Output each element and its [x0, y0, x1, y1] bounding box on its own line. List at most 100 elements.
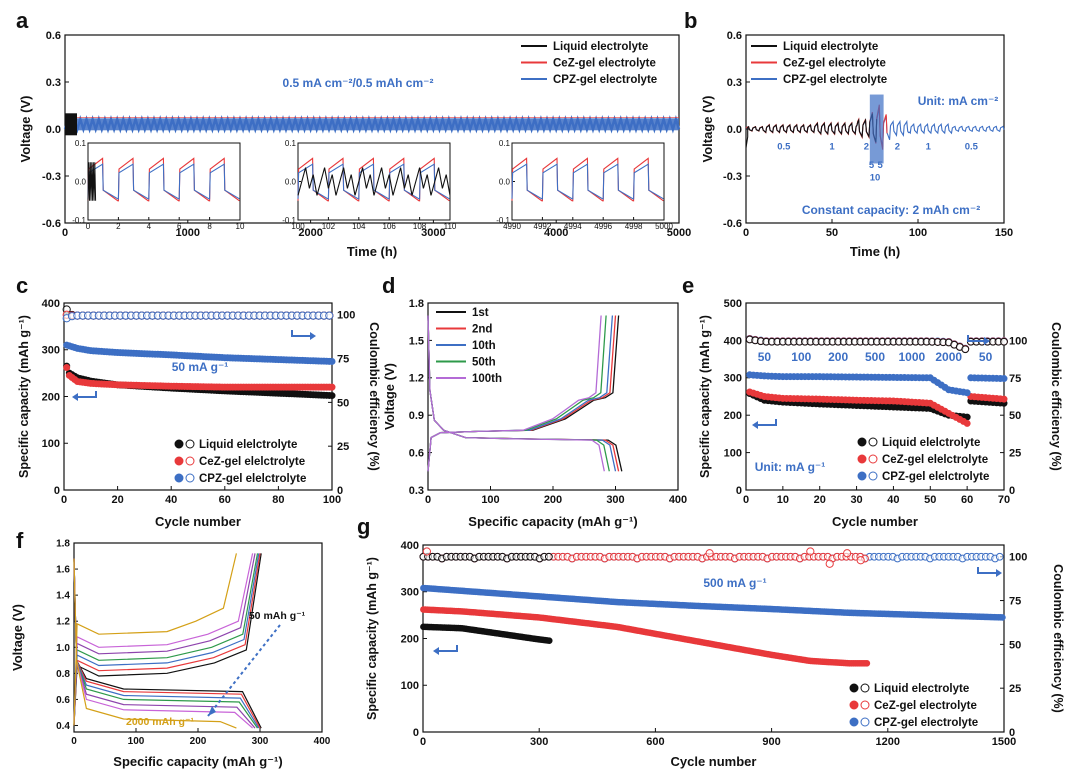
y-tick-label: 300 [401, 587, 419, 599]
capacity-point [1000, 395, 1008, 403]
legend-label: 100th [472, 373, 502, 385]
x-tick-label: 0 [71, 736, 77, 747]
x-tick-label: 3000 [421, 227, 445, 239]
inset-x-tick-label: 10 [236, 222, 245, 231]
discharge-curve [427, 315, 623, 472]
capacity-point [963, 419, 971, 427]
x-tick-label: 60 [219, 494, 231, 506]
legend-label: CPZ-gel electrolyte [874, 717, 978, 729]
discharge-curve [73, 558, 258, 729]
capacity-point [1000, 375, 1008, 383]
x-tick-label: 100 [128, 736, 145, 747]
legend-label: Liquid electrolyte [874, 683, 969, 695]
y-axis-title: Voltage (V) [382, 363, 397, 430]
axes-d: 0 100 200 300 400 0.3 0.6 0.9 1.2 1.5 1.8 [409, 298, 687, 506]
rate-label: 1000 [899, 350, 926, 364]
y-tick-label: 1.4 [56, 591, 70, 602]
y2-tick-label: 50 [1009, 639, 1021, 651]
x-tick-label: 400 [314, 736, 331, 747]
x-tick-label: 100 [481, 494, 499, 506]
y-tick-label: 100 [401, 680, 419, 692]
x-tick-label: 400 [669, 494, 687, 506]
x-tick-label: 70 [998, 494, 1010, 506]
efficiency-outlier [806, 547, 815, 556]
y-tick-label: 0.3 [727, 77, 742, 89]
legend-marker-open [185, 439, 195, 449]
y2-tick-label: 100 [1009, 552, 1027, 564]
inset-series-CPZ [511, 163, 664, 200]
y2-tick-label: 50 [337, 397, 349, 409]
x-tick-label: 150 [995, 227, 1013, 239]
legend-label: Liquid electrolyte [783, 41, 878, 53]
capacity-point [63, 364, 71, 372]
legend-marker-open [868, 437, 878, 447]
x-tick-label: 50 [924, 494, 936, 506]
y2-tick-label: 100 [1009, 335, 1027, 347]
inset-x-tick-label: 108 [413, 222, 427, 231]
legend-marker-filled [849, 717, 859, 727]
inset-x-tick-label: 6 [177, 222, 182, 231]
axis-arrow-head [984, 337, 990, 345]
charge-curve [73, 553, 237, 726]
axis-arrow [78, 391, 97, 398]
inset-x-tick-label: 2 [116, 222, 121, 231]
y-tick-label: 500 [724, 298, 742, 310]
y-tick-label: 200 [42, 391, 60, 403]
x-tick-label: 0 [743, 494, 749, 506]
series-line-Liquid [65, 113, 77, 136]
panel-letter-b: b [684, 8, 697, 33]
rate-arrow [207, 624, 281, 717]
y-tick-label: 0.0 [46, 124, 61, 136]
y-tick-label: 1.2 [409, 373, 424, 385]
x-axis-title: Cycle number [832, 514, 918, 529]
charge-curve [427, 315, 614, 472]
y-tick-label: -0.6 [723, 218, 742, 230]
discharge-curve [73, 558, 261, 729]
legend-marker-open [868, 471, 878, 481]
inset-x-tick-label: 4990 [503, 222, 521, 231]
inset-y-tick-label: 0.0 [499, 178, 511, 187]
current-annotation: 0.5 mA cm⁻²/0.5 mAh cm⁻² [283, 76, 434, 90]
y-axis-title: Voltage (V) [700, 96, 715, 163]
charge-curve [73, 553, 261, 726]
panel-letter-d: d [382, 273, 395, 298]
axes-f: 0 100 200 300 400 0.4 0.6 0.8 1.0 1.2 1.4 1.6 1.8 [56, 539, 331, 748]
inset-y-tick-label: 0.1 [499, 139, 511, 148]
x-tick-label: 0 [62, 227, 68, 239]
y-axis-title: Voltage (V) [10, 604, 25, 671]
y2-tick-label: 75 [1009, 596, 1021, 608]
y-tick-label: 0 [54, 485, 60, 497]
rate-arrow-head [208, 706, 216, 716]
x-tick-label: 40 [165, 494, 177, 506]
efficiency-point [1000, 337, 1008, 346]
panel-letter-g: g [357, 514, 370, 539]
inset-y-tick-label: -0.1 [282, 216, 296, 225]
x-tick-label: 2000 [298, 227, 322, 239]
y-tick-label: 0.6 [56, 695, 70, 706]
x-tick-label: 300 [252, 736, 269, 747]
inset-series-Liquid [297, 167, 451, 196]
x-tick-label: 80 [272, 494, 284, 506]
y2-axis-title: Coulombic efficiency (%) [1049, 322, 1063, 471]
y2-axis-title: Coulombic efficiency (%) [367, 322, 381, 471]
y-tick-label: 0.6 [409, 447, 424, 459]
y-tick-label: 0.6 [727, 30, 742, 42]
y-tick-label: 0.0 [727, 124, 742, 136]
y-tick-label: 1.6 [56, 565, 70, 576]
legend-label: Liquid electrolyte [553, 41, 648, 53]
y-axis-title: Specific capacity (mAh g⁻¹) [698, 315, 712, 478]
inset-x-tick-label: 4994 [564, 222, 582, 231]
x-tick-label: 1500 [992, 736, 1016, 748]
capacity-point [328, 357, 336, 365]
axes-a: 0 1000 2000 3000 4000 5000-0.6-0.30.00.30.6 [42, 30, 691, 239]
rate-label: 2 [895, 141, 900, 152]
inset-x-tick-label: 0 [86, 222, 91, 231]
inset-x-tick-label: 8 [207, 222, 212, 231]
axis-arrow [291, 330, 310, 337]
y-tick-label: 400 [42, 298, 60, 310]
y2-tick-label: 25 [1009, 683, 1021, 695]
capacity-annotation: Constant capacity: 2 mAh cm⁻² [802, 203, 980, 217]
axis-arrow-head [752, 421, 758, 429]
x-tick-label: 1000 [176, 227, 200, 239]
